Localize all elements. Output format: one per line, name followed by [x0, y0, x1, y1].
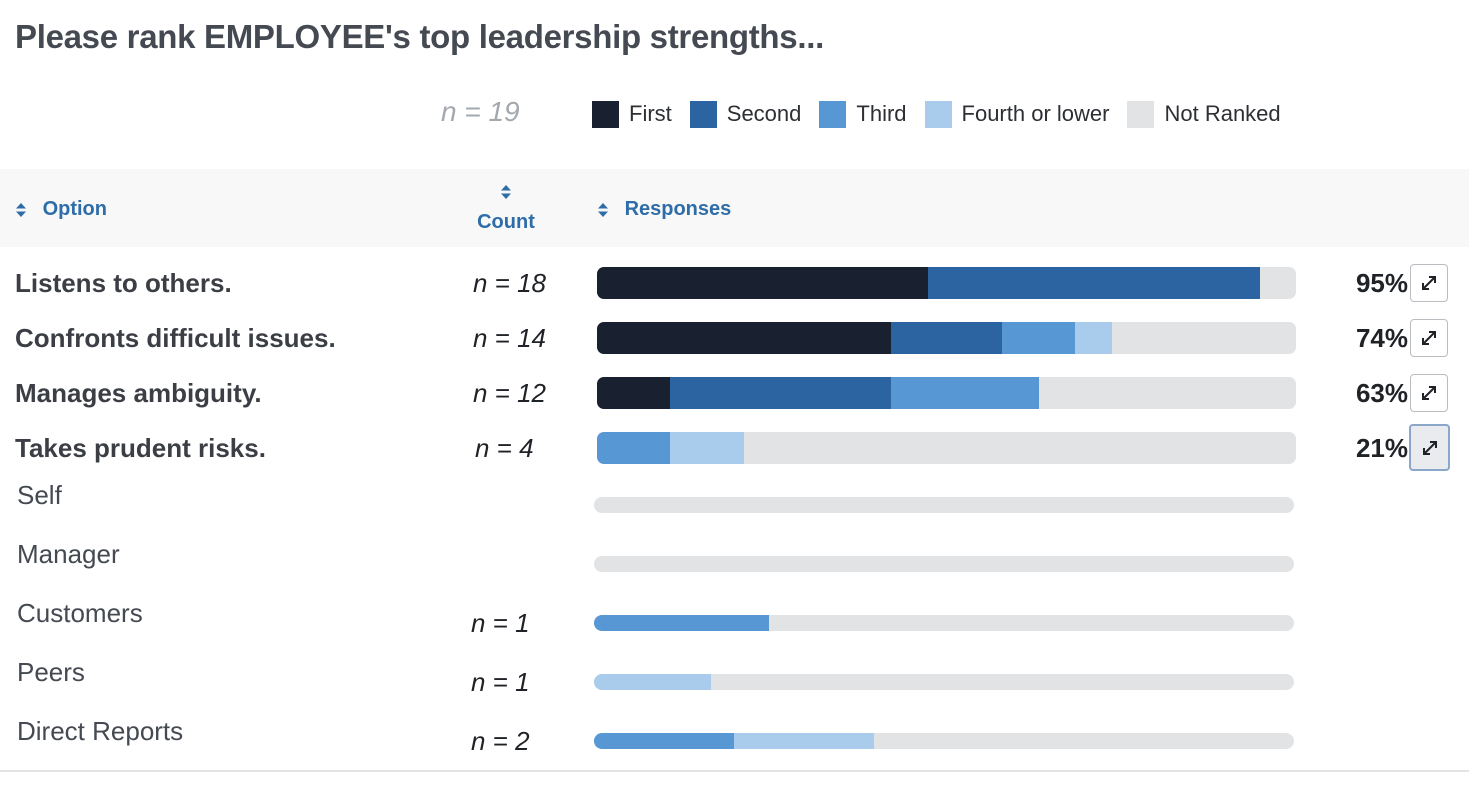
bar-segment-fourth [594, 674, 711, 690]
breakdown-label: Direct Reports [17, 716, 184, 746]
sort-responses-button[interactable]: Responses [597, 198, 731, 221]
expand-icon [1422, 440, 1437, 455]
breakdown-label: Peers [17, 657, 85, 687]
percent-value: 21% [1355, 433, 1408, 463]
option-label: Listens to others. [15, 268, 232, 298]
bar-segment-first [597, 377, 671, 409]
legend-label: Second [726, 101, 802, 126]
legend-swatch [592, 100, 619, 128]
breakdown-count: n = 1 [471, 667, 530, 697]
bar-segment-second [928, 267, 1260, 299]
breakdown-bar [594, 674, 1294, 690]
legend-item-second: Second [689, 100, 802, 128]
bar-segment-third [594, 733, 734, 749]
legend-label: Third [856, 101, 907, 126]
breakdown-label: Customers [17, 598, 143, 628]
table-header: Option Count Responses [0, 169, 1469, 247]
response-bar [597, 267, 1296, 299]
bar-segment-third [594, 615, 769, 631]
bar-segment-third [597, 432, 671, 464]
sort-count-button[interactable]: Count [474, 180, 538, 234]
bar-segment-third [1001, 322, 1076, 354]
legend-label: Fourth or lower [961, 101, 1110, 126]
option-count: n = 12 [473, 378, 547, 408]
sort-icon [501, 184, 511, 199]
sort-icon [598, 202, 608, 217]
bar-segment-fourth [1075, 322, 1113, 354]
expand-button[interactable] [1410, 319, 1448, 357]
legend-swatch [1127, 100, 1155, 128]
option-label: Confronts difficult issues. [15, 323, 336, 353]
page-title: Please rank EMPLOYEE's top leadership st… [15, 18, 824, 55]
column-header-option: Option [42, 198, 107, 220]
divider [0, 770, 1469, 772]
legend-swatch [819, 100, 847, 128]
expand-icon [1422, 331, 1436, 345]
response-bar [597, 322, 1296, 354]
percent-value: 74% [1355, 323, 1408, 353]
bar-segment-second [670, 377, 892, 409]
sort-icon [16, 202, 26, 217]
legend-swatch [924, 100, 952, 128]
bar-segment-second [891, 322, 1002, 354]
total-responses: n = 19 [441, 96, 520, 127]
option-label: Manages ambiguity. [15, 378, 262, 408]
collapse-button[interactable] [1409, 424, 1450, 471]
breakdown-bar [594, 615, 1294, 631]
option-count: n = 18 [473, 268, 547, 298]
legend-item-fourth: Fourth or lower [924, 100, 1110, 128]
bar-segment-fourth [734, 733, 874, 749]
percent-value: 63% [1355, 378, 1408, 408]
breakdown-label: Self [17, 480, 62, 510]
expand-button[interactable] [1410, 374, 1448, 412]
legend-label: Not Ranked [1164, 101, 1281, 126]
option-label: Takes prudent risks. [15, 433, 266, 463]
breakdown-bar [594, 497, 1294, 513]
response-bar [597, 432, 1296, 464]
legend: First Second Third Fourth or lower Not R… [592, 99, 1299, 129]
expand-icon [1422, 276, 1436, 290]
expand-button[interactable] [1410, 264, 1448, 302]
breakdown-count: n = 1 [471, 608, 530, 638]
legend-swatch [689, 100, 717, 128]
bar-segment-first [597, 322, 892, 354]
bar-segment-fourth [670, 432, 744, 464]
breakdown-bar [594, 733, 1294, 749]
legend-label: First [629, 101, 672, 126]
sort-option-button[interactable]: Option [15, 198, 107, 221]
column-header-responses: Responses [624, 198, 732, 220]
legend-item-not-ranked: Not Ranked [1127, 100, 1281, 128]
bar-segment-third [891, 377, 1039, 409]
legend-item-third: Third [819, 100, 907, 128]
legend-item-first: First [592, 100, 672, 128]
option-count: n = 4 [475, 433, 534, 463]
percent-value: 95% [1355, 268, 1408, 298]
breakdown-label: Manager [17, 539, 120, 569]
response-bar [597, 377, 1296, 409]
bar-segment-first [597, 267, 929, 299]
breakdown-bar [594, 556, 1294, 572]
option-count: n = 14 [473, 323, 547, 353]
column-header-count: Count [477, 211, 535, 233]
breakdown-count: n = 2 [471, 726, 530, 756]
expand-icon [1422, 386, 1436, 400]
